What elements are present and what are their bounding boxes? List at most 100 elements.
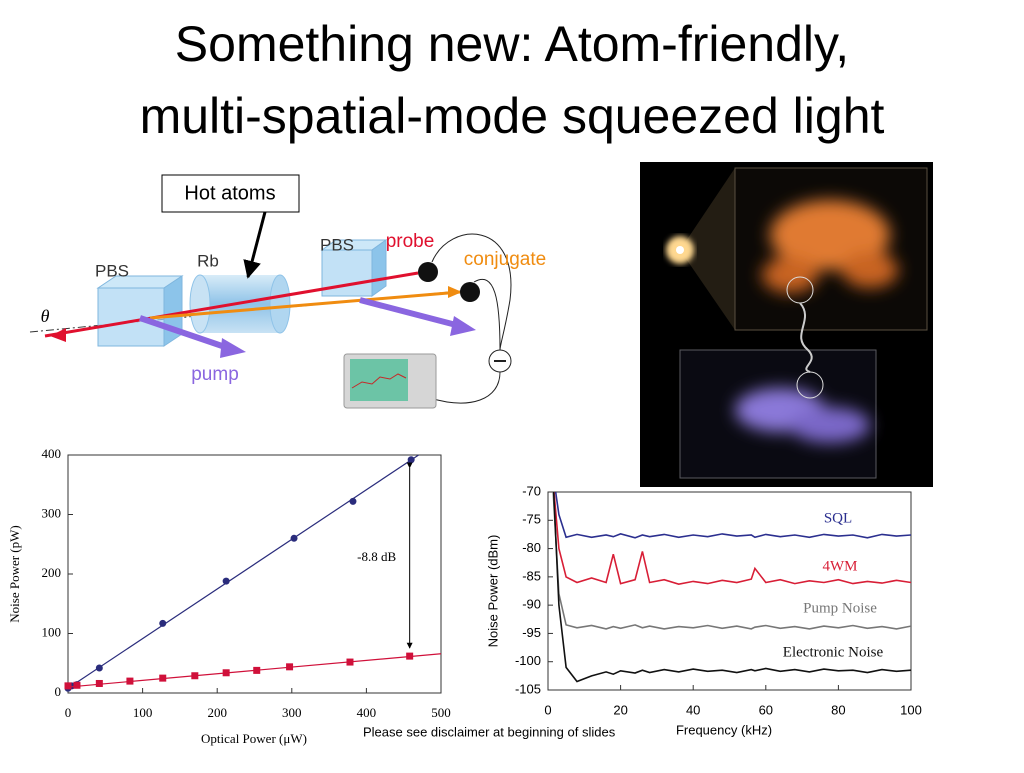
y-tick-label: 200 — [42, 565, 62, 580]
series-line — [552, 492, 911, 683]
x-tick-label: 0 — [544, 702, 551, 717]
series-label: Pump Noise — [803, 600, 877, 616]
data-point — [290, 534, 298, 542]
plot-area — [64, 454, 442, 692]
rb-cell-end — [189, 274, 211, 334]
x-tick-label: 100 — [133, 705, 153, 720]
x-tick-label: 60 — [759, 702, 773, 717]
footer-note: Please see disclaimer at beginning of sl… — [363, 724, 616, 739]
wire — [429, 233, 512, 404]
data-point — [286, 663, 294, 671]
data-point — [159, 674, 167, 682]
callout-box — [161, 174, 300, 213]
data-point — [222, 669, 230, 677]
diagram-label: PBS — [95, 261, 129, 280]
data-point — [95, 679, 103, 687]
plot-frame — [67, 454, 442, 694]
scope-trace — [351, 373, 407, 389]
annotation: -8.8 dB — [357, 549, 396, 564]
detector — [418, 262, 438, 282]
data-point — [159, 619, 167, 627]
x-tick-label: 0 — [65, 705, 72, 720]
diagram-label: conjugate — [464, 249, 546, 270]
chart: 0 100 200 300 400 500 0 100 200 300 400 Optical Pow… — [7, 446, 451, 746]
callout-text: Hot atoms — [184, 182, 275, 204]
y-tick-label: -70 — [522, 483, 541, 498]
diagram-label: pump — [191, 364, 239, 385]
y-axis-label: Noise Power (dBm) — [485, 535, 500, 648]
series-line — [553, 492, 911, 586]
x-tick-label: 400 — [357, 705, 377, 720]
beam-arrow — [448, 286, 462, 298]
diagram-label: θ — [41, 306, 50, 326]
data-point — [64, 682, 72, 690]
data-point — [253, 666, 261, 674]
data-point — [126, 677, 134, 685]
y-tick-label: -85 — [522, 568, 541, 583]
data-point — [407, 456, 415, 464]
data-point — [95, 664, 103, 672]
diagram-label: PBS — [320, 235, 354, 254]
data-point — [406, 652, 414, 660]
series-label: SQL — [824, 510, 852, 526]
data-point — [191, 672, 199, 680]
light-source-core — [676, 246, 684, 254]
probe-beam — [44, 271, 419, 338]
annotation-box — [351, 546, 402, 569]
x-tick-label: 100 — [900, 702, 922, 717]
y-tick-label: 300 — [42, 505, 62, 520]
y-tick-label: 0 — [55, 684, 62, 699]
data-point — [222, 577, 230, 585]
title-line: Something new: Atom-friendly, — [175, 16, 849, 72]
x-axis-label: Optical Power (μW) — [201, 731, 307, 746]
plot-area — [552, 492, 911, 683]
y-axis-label: Noise Power (pW) — [7, 525, 22, 622]
series-line — [554, 492, 911, 539]
y-tick-label: 100 — [42, 624, 62, 639]
y-tick-label: 400 — [42, 446, 62, 461]
y-tick-label: -105 — [515, 681, 541, 696]
beam-arrow — [50, 328, 66, 342]
x-tick-label: 40 — [686, 702, 700, 717]
pbs-cube-side — [371, 239, 387, 297]
light-cone — [680, 168, 735, 330]
x-tick-label: 300 — [282, 705, 302, 720]
fit-line — [67, 454, 419, 689]
conjugate-beam — [149, 290, 461, 320]
rb-cell-end — [269, 274, 291, 334]
pump-beam — [359, 297, 461, 329]
series-line — [552, 492, 911, 630]
data-point — [73, 681, 81, 689]
series-label: Electronic Noise — [783, 644, 884, 660]
series-label: 4WM — [823, 558, 858, 574]
y-tick-label: -75 — [522, 512, 541, 527]
beam-arrow — [220, 338, 246, 358]
scope-screen — [350, 359, 408, 401]
data-point — [346, 658, 354, 666]
y-tick-label: -90 — [522, 597, 541, 612]
y-tick-label: -80 — [522, 540, 541, 555]
x-tick-label: 80 — [831, 702, 845, 717]
chart: 0 20 40 60 80 100 -70 -75 -80 -85 -90 -95 -100 -105 Fr… — [485, 483, 922, 737]
beam-arrow — [450, 316, 476, 336]
diagram-label: probe — [386, 231, 435, 252]
detector — [460, 282, 480, 302]
title-line: multi-spatial-mode squeezed light — [140, 88, 885, 144]
diagram-label: Rb — [197, 251, 219, 270]
twin-beam-image — [640, 162, 933, 487]
x-tick-label: 200 — [207, 705, 227, 720]
pump-beam — [139, 315, 229, 351]
x-axis-label: Frequency (kHz) — [676, 722, 772, 737]
setup-diagram: Hot atoms PBS Rb PBS probe conjugate pum… — [29, 174, 546, 409]
data-point — [349, 497, 357, 505]
callout-arrow — [243, 211, 267, 279]
x-tick-label: 20 — [613, 702, 627, 717]
x-tick-label: 500 — [431, 705, 451, 720]
entanglement-link — [799, 302, 813, 373]
plot-frame — [547, 491, 912, 691]
pbs-cube-side — [163, 275, 183, 347]
y-tick-label: -95 — [522, 625, 541, 640]
y-tick-label: -100 — [515, 653, 541, 668]
